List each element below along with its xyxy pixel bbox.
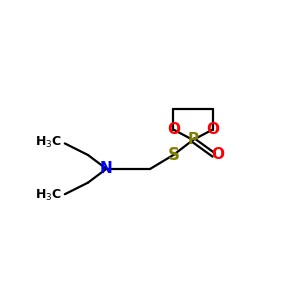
Text: O: O	[167, 122, 180, 137]
Text: H$_3$C: H$_3$C	[35, 135, 62, 150]
Text: H$_3$C: H$_3$C	[35, 188, 62, 203]
Text: S: S	[167, 146, 179, 164]
Text: N: N	[100, 161, 113, 176]
Text: O: O	[206, 122, 219, 137]
Text: O: O	[212, 148, 224, 163]
Text: P: P	[188, 132, 199, 147]
